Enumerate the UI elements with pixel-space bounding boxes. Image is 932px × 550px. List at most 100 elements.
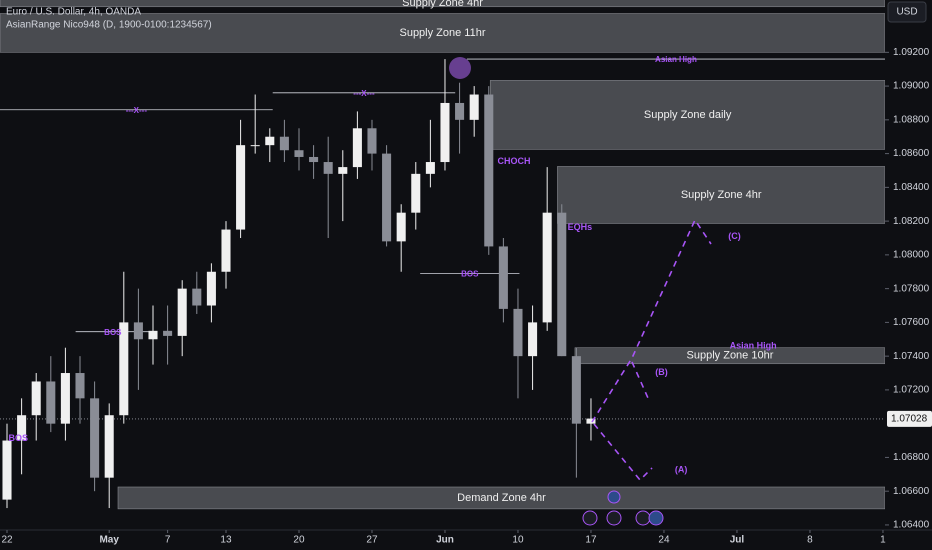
candle-body xyxy=(163,330,173,336)
last-price-label: 1.07028 xyxy=(891,414,928,425)
zone-label: Supply Zone 10hr xyxy=(687,350,774,362)
candle-body xyxy=(352,128,362,168)
wave-projection xyxy=(591,218,712,482)
zone-label: Supply Zone daily xyxy=(644,109,732,121)
annotation: EQHs xyxy=(568,222,593,232)
y-tick-label: 1.09000 xyxy=(893,81,930,92)
candle-body xyxy=(440,102,450,163)
event-icon xyxy=(648,510,664,526)
candle-body xyxy=(2,440,12,500)
last-price-tag xyxy=(887,410,932,427)
x-tick-label: Jun xyxy=(436,535,454,546)
candle-body xyxy=(250,145,260,147)
candle-body xyxy=(411,173,421,213)
level-label: ---X--- xyxy=(126,106,148,115)
x-tick-label: 20 xyxy=(293,535,305,546)
candle-body xyxy=(206,271,216,306)
x-tick-label: 8 xyxy=(807,535,813,546)
y-tick-label: 1.07200 xyxy=(893,385,930,396)
candle-body xyxy=(177,288,187,336)
candle-body xyxy=(90,398,100,478)
candle-body xyxy=(119,322,129,416)
zone-label: Supply Zone 11hr xyxy=(399,27,485,39)
candle-body xyxy=(148,330,158,340)
candle-body xyxy=(104,415,114,478)
level-label: Asian High xyxy=(655,55,697,64)
highlight-circle xyxy=(449,57,471,79)
y-tick-label: 1.09200 xyxy=(893,47,930,58)
candle-body xyxy=(469,94,479,120)
zone-label: Demand Zone 4hr xyxy=(457,492,546,504)
candle-body xyxy=(192,288,202,306)
candle-body xyxy=(425,162,435,174)
zone xyxy=(557,166,885,224)
y-tick-label: 1.06600 xyxy=(893,486,930,497)
annotation: (A) xyxy=(675,464,688,474)
annotation: BOS xyxy=(8,433,28,443)
zone-label: Supply Zone 4hr xyxy=(402,0,483,9)
x-tick-label: 17 xyxy=(585,535,597,546)
indicator-label: AsianRange Nico948 (D, 1900-0100:1234567… xyxy=(6,20,212,31)
event-icons xyxy=(582,490,664,526)
zone xyxy=(0,13,885,53)
level-label: BOS xyxy=(461,270,479,279)
candle-body xyxy=(498,246,508,309)
x-tick-label: 10 xyxy=(512,535,524,546)
y-tick-label: 1.08000 xyxy=(893,250,930,261)
candle-body xyxy=(528,322,538,357)
candle-body xyxy=(396,212,406,242)
candle-body xyxy=(557,212,567,357)
y-tick-label: 1.08200 xyxy=(893,216,930,227)
x-tick-label: 24 xyxy=(658,535,670,546)
candle-body xyxy=(265,136,275,146)
annotation: CHOCH xyxy=(498,156,531,166)
candle-body xyxy=(586,418,596,424)
projection-line xyxy=(593,361,653,482)
currency-label: USD xyxy=(896,7,917,18)
chart-title: Euro / U.S. Dollar, 4h, OANDA xyxy=(6,7,141,18)
zone xyxy=(117,486,885,510)
x-tick-label: 13 xyxy=(220,535,232,546)
annotation: (B) xyxy=(655,367,668,377)
zone-label: Supply Zone 4hr xyxy=(681,189,762,201)
event-icon xyxy=(582,510,598,526)
x-tick-label: 27 xyxy=(366,535,378,546)
projection-line xyxy=(591,218,712,423)
candle-body xyxy=(571,356,581,424)
level-label: BOS xyxy=(104,328,122,337)
y-tick-label: 1.08600 xyxy=(893,148,930,159)
x-tick-label: 1 xyxy=(880,535,886,546)
candle-body xyxy=(294,150,304,157)
candle-body xyxy=(17,415,27,441)
y-tick-label: 1.06800 xyxy=(893,452,930,463)
candle-body xyxy=(484,94,494,247)
y-tick-label: 1.06400 xyxy=(893,520,930,531)
y-tick-label: 1.07600 xyxy=(893,317,930,328)
event-icon xyxy=(606,510,622,526)
candle-body xyxy=(236,145,246,230)
candle-body xyxy=(382,153,392,242)
plot-area xyxy=(0,0,885,510)
currency-button[interactable] xyxy=(887,1,927,23)
candle-body xyxy=(367,128,377,154)
zone xyxy=(0,0,885,8)
price-axis xyxy=(885,0,932,530)
event-icon xyxy=(635,510,651,526)
y-tick-label: 1.07400 xyxy=(893,351,930,362)
candle-body xyxy=(46,381,56,424)
candle-body xyxy=(338,167,348,174)
candle-body xyxy=(31,381,41,416)
event-icon xyxy=(607,490,621,504)
zone xyxy=(574,347,885,365)
candle-body xyxy=(323,162,333,174)
x-tick-label: 22 xyxy=(1,535,13,546)
zone xyxy=(489,80,885,150)
x-tick-label: 7 xyxy=(165,535,171,546)
candle-body xyxy=(221,229,231,272)
candle-body xyxy=(279,136,289,151)
x-tick-label: Jul xyxy=(730,535,745,546)
annotation: (C) xyxy=(728,231,741,241)
candle-body xyxy=(75,373,85,399)
